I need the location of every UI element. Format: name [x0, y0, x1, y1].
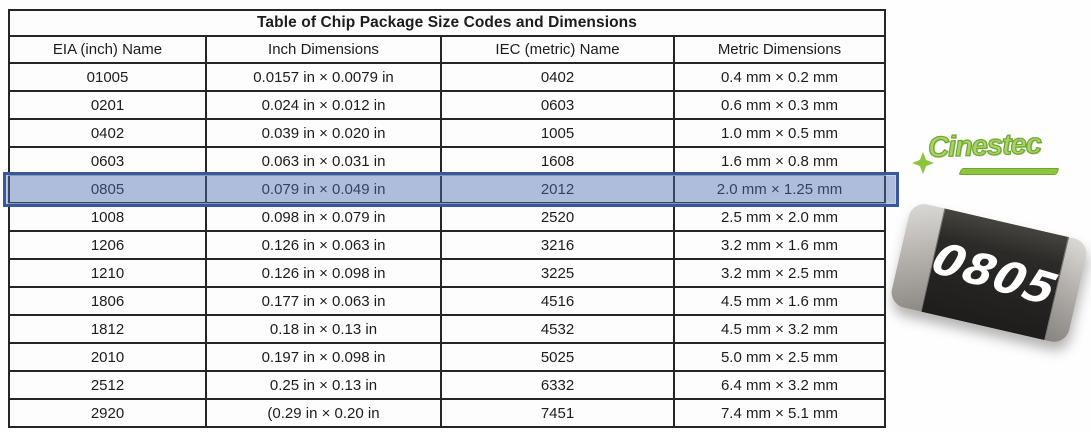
table-cell: 5.0 mm × 2.5 mm: [673, 342, 886, 372]
smd-resistor: 0805: [888, 200, 1090, 346]
table-cell: 6332: [440, 370, 675, 400]
table-cell: 1206: [8, 230, 207, 260]
table-cell: 1.6 mm × 0.8 mm: [673, 146, 886, 176]
column-header: IEC (metric) Name: [440, 35, 675, 64]
table-row: 1806 0.177 in × 0.063 in 4516 4.5 mm × 1.6 …: [8, 286, 886, 316]
table-row: 1210 0.126 in × 0.098 in 3225 3.2 mm × 2.5 …: [8, 258, 886, 288]
table-row: 2512 0.25 in × 0.13 in 6332 6.4 mm × 3.2 mm: [8, 370, 886, 400]
table-cell: 2.0 mm × 1.25 mm: [673, 174, 886, 204]
vendor-logo-text: Cinestec: [927, 127, 1042, 164]
table-cell: 5025: [440, 342, 675, 372]
table-row: 0805 0.079 in × 0.049 in 2012 2.0 mm × 1.25…: [8, 174, 886, 204]
table-row: 0201 0.024 in × 0.012 in 0603 0.6 mm × 0.3 …: [8, 90, 886, 120]
table-row: 0402 0.039 in × 0.020 in 1005 1.0 mm × 0.5 …: [8, 118, 886, 148]
column-header: EIA (inch) Name: [8, 35, 207, 64]
table-cell: 1812: [8, 314, 207, 344]
table-cell: 1.0 mm × 0.5 mm: [673, 118, 886, 148]
table-cell: 0.063 in × 0.031 in: [205, 146, 442, 176]
table-cell: 0.4 mm × 0.2 mm: [673, 62, 886, 92]
column-header: Metric Dimensions: [673, 35, 886, 64]
table-header-row: EIA (inch) Name Inch Dimensions IEC (metri…: [8, 35, 886, 64]
table-cell: 0402: [440, 62, 675, 92]
logo-underline-bar: [958, 168, 1060, 175]
table-cell: 0603: [8, 146, 207, 176]
table-cell: 0201: [8, 90, 207, 120]
table-cell: 0.6 mm × 0.3 mm: [673, 90, 886, 120]
table-cell: 4516: [440, 286, 675, 316]
table-title: Table of Chip Package Size Codes and Dim…: [8, 9, 886, 37]
chip-resistor-photo: 0805: [888, 198, 1091, 358]
table-row: 2920 (0.29 in × 0.20 in 7451 7.4 mm × 5.1 m…: [8, 398, 886, 428]
table-cell: 0402: [8, 118, 207, 148]
table-cell: 2012: [440, 174, 675, 204]
table-cell: 0.098 in × 0.079 in: [205, 202, 442, 232]
table-cell: 3216: [440, 230, 675, 260]
table-cell: 0.197 in × 0.098 in: [205, 342, 442, 372]
table-cell: 2920: [8, 398, 207, 428]
table-title-row: Table of Chip Package Size Codes and Dim…: [8, 9, 886, 37]
table-cell: 0.25 in × 0.13 in: [205, 370, 442, 400]
table-cell: 1806: [8, 286, 207, 316]
table-cell: (0.29 in × 0.20 in: [205, 398, 442, 428]
chip-package-label: 0805: [924, 233, 1066, 316]
table-cell: 3.2 mm × 2.5 mm: [673, 258, 886, 288]
table-cell: 7.4 mm × 5.1 mm: [673, 398, 886, 428]
table-cell: 2.5 mm × 2.0 mm: [673, 202, 886, 232]
column-header: Inch Dimensions: [205, 35, 442, 64]
table-cell: 0.18 in × 0.13 in: [205, 314, 442, 344]
table-cell: 2512: [8, 370, 207, 400]
table-cell: 1608: [440, 146, 675, 176]
table-cell: 0.0157 in × 0.0079 in: [205, 62, 442, 92]
table-cell: 4.5 mm × 3.2 mm: [673, 314, 886, 344]
table-row: 1206 0.126 in × 0.063 in 3216 3.2 mm × 1.6 …: [8, 230, 886, 260]
table-cell: 0603: [440, 90, 675, 120]
chip-package-size-table: Table of Chip Package Size Codes and Dim…: [8, 9, 886, 428]
table-cell: 3225: [440, 258, 675, 288]
table-cell: 0.079 in × 0.049 in: [205, 174, 442, 204]
table-row: 2010 0.197 in × 0.098 in 5025 5.0 mm × 2.5 …: [8, 342, 886, 372]
table-cell: 01005: [8, 62, 207, 92]
table-cell: 1210: [8, 258, 207, 288]
table-cell: 1008: [8, 202, 207, 232]
table-row: 1008 0.098 in × 0.079 in 2520 2.5 mm × 2.0 …: [8, 202, 886, 232]
table-cell: 2010: [8, 342, 207, 372]
table-row: 01005 0.0157 in × 0.0079 in 0402 0.4 mm × 0…: [8, 62, 886, 92]
table-cell: 4532: [440, 314, 675, 344]
table-cell: 6.4 mm × 3.2 mm: [673, 370, 886, 400]
table-cell: 0.126 in × 0.063 in: [205, 230, 442, 260]
table-cell: 0.126 in × 0.098 in: [205, 258, 442, 288]
vendor-logo: Cinestec: [912, 124, 1070, 182]
table-cell: 0.177 in × 0.063 in: [205, 286, 442, 316]
table-cell: 1005: [440, 118, 675, 148]
table-cell: 0.024 in × 0.012 in: [205, 90, 442, 120]
table-cell: 0805: [8, 174, 207, 204]
chip-body: 0805: [921, 208, 1069, 341]
table-row: 1812 0.18 in × 0.13 in 4532 4.5 mm × 3.2 mm: [8, 314, 886, 344]
table-cell: 2520: [440, 202, 675, 232]
table-cell: 0.039 in × 0.020 in: [205, 118, 442, 148]
table-cell: 4.5 mm × 1.6 mm: [673, 286, 886, 316]
table-row: 0603 0.063 in × 0.031 in 1608 1.6 mm × 0.8 …: [8, 146, 886, 176]
table-cell: 3.2 mm × 1.6 mm: [673, 230, 886, 260]
table-cell: 7451: [440, 398, 675, 428]
